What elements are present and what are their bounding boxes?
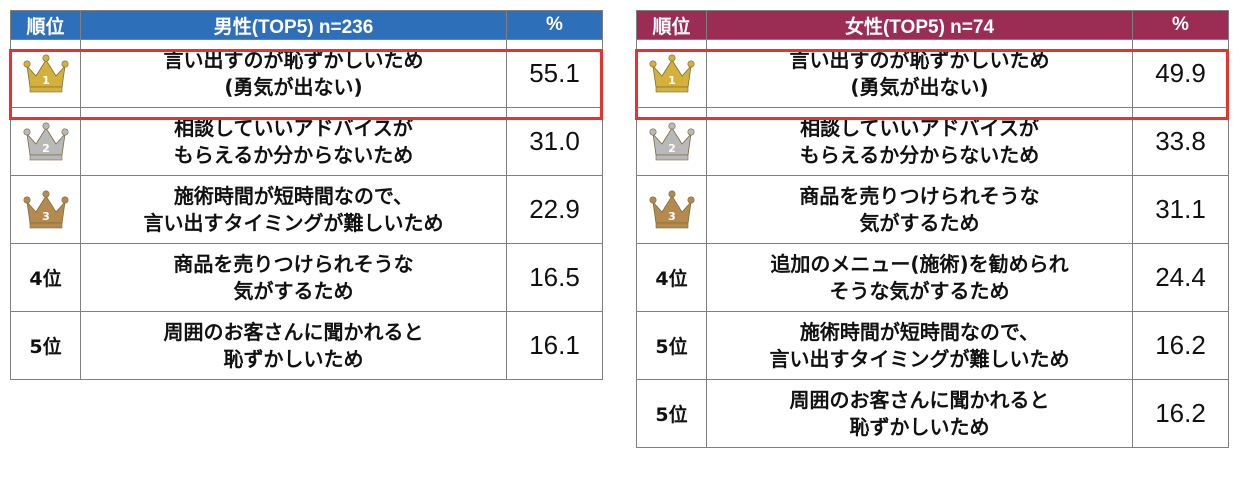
reason-line: 施術時間が短時間なので、 [173,183,414,208]
reason-line: 恥ずかしいため [223,346,364,371]
reason-line: そうな気がするため [829,278,1010,303]
table-row: 5位 周囲のお客さんに聞かれると 恥ずかしいため 16.1 [10,311,603,380]
percent-value: 33.8 [1132,107,1229,176]
reason-cell: 商品を売りつけられそうな 気がするため [80,243,507,312]
women-ranking-table: 順位 女性(TOP5) n=74 % 1 言い出すのが恥ずかしいため (勇気が出ない… [636,10,1229,448]
reason-line: 周囲のお客さんに聞かれると [789,387,1050,412]
reason-line: 言い出すタイミングが難しいため [769,346,1070,371]
reason-cell: 言い出すのが恥ずかしいため (勇気が出ない) [80,39,507,108]
svg-text:2: 2 [668,142,676,155]
women-table-body: 1 言い出すのが恥ずかしいため (勇気が出ない) 49.9 2 相談していいアドバイスがも… [636,39,1229,448]
silver-crown-icon: 2 [11,121,80,162]
reason-line: 周囲のお客さんに聞かれると [163,319,424,344]
reason-cell: 商品を売りつけられそうな 気がするため [706,175,1133,244]
rank-cell: 1 [10,39,81,108]
rank-cell: 4位 [636,243,707,312]
rank-cell: 2 [636,107,707,176]
rank-cell: 3 [10,175,81,244]
rank-cell: 4位 [10,243,81,312]
rank-label: 5位 [655,404,688,426]
bronze-crown-icon: 3 [11,189,80,230]
reason-line: 施術時間が短時間なので、 [799,319,1040,344]
men-table-body: 1 言い出すのが恥ずかしいため (勇気が出ない) 55.1 2 相談していいアドバイスがも… [10,39,603,380]
reason-cell: 施術時間が短時間なので、 言い出すタイミングが難しいため [80,175,507,244]
rank-label: 4位 [29,268,62,290]
rank-label: 5位 [29,336,62,358]
men-header-row: 順位 男性(TOP5) n=236 % [10,10,603,40]
reason-cell: 施術時間が短時間なので、 言い出すタイミングが難しいため [706,311,1133,380]
svg-text:3: 3 [668,210,676,223]
table-row: 1 言い出すのが恥ずかしいため (勇気が出ない) 49.9 [636,39,1229,108]
reason-line: 言い出すタイミングが難しいため [143,210,444,235]
reason-line: 言い出すのが恥ずかしいため [163,47,424,72]
table-row: 5位 周囲のお客さんに聞かれると 恥ずかしいため 16.2 [636,379,1229,448]
percent-value: 16.2 [1132,379,1229,448]
rank-label: 4位 [655,268,688,290]
reason-cell: 相談していいアドバイスが もらえるか分からないため [706,107,1133,176]
reason-line: もらえるか分からないため [173,142,414,167]
reason-line: 気がするため [233,278,354,303]
reason-line: 商品を売りつけられそうな [799,183,1040,208]
svg-text:2: 2 [42,142,50,155]
percent-value: 24.4 [1132,243,1229,312]
table-row: 3 商品を売りつけられそうな 気がするため 31.1 [636,175,1229,244]
percent-header: % [1132,10,1229,40]
women-header-row: 順位 女性(TOP5) n=74 % [636,10,1229,40]
rank-cell: 5位 [636,311,707,380]
reason-line: (勇気が出ない) [850,74,989,99]
reason-line: 恥ずかしいため [849,414,990,439]
table-row: 4位 商品を売りつけられそうな 気がするため 16.5 [10,243,603,312]
percent-value: 31.0 [506,107,603,176]
svg-text:1: 1 [668,74,676,87]
rank-header: 順位 [636,10,707,40]
percent-header: % [506,10,603,40]
rank-cell: 5位 [10,311,81,380]
bronze-crown-icon: 3 [637,189,706,230]
silver-crown-icon: 2 [637,121,706,162]
reason-cell: 言い出すのが恥ずかしいため (勇気が出ない) [706,39,1133,108]
reason-line: 相談していいアドバイスが [800,115,1039,140]
table-row: 2 相談していいアドバイスが もらえるか分からないため 31.0 [10,107,603,176]
rank-header: 順位 [10,10,81,40]
table-row: 4位 追加のメニュー(施術)を勧められ そうな気がするため 24.4 [636,243,1229,312]
men-title-header: 男性(TOP5) n=236 [80,10,507,40]
table-row: 2 相談していいアドバイスが もらえるか分からないため 33.8 [636,107,1229,176]
reason-cell: 周囲のお客さんに聞かれると 恥ずかしいため [80,311,507,380]
percent-value: 16.5 [506,243,603,312]
gold-crown-icon: 1 [637,53,706,94]
svg-text:1: 1 [42,74,50,87]
reason-line: 言い出すのが恥ずかしいため [789,47,1050,72]
reason-line: 商品を売りつけられそうな [173,251,414,276]
reason-line: 気がするため [859,210,980,235]
table-row: 5位 施術時間が短時間なので、 言い出すタイミングが難しいため 16.2 [636,311,1229,380]
reason-cell: 追加のメニュー(施術)を勧められ そうな気がするため [706,243,1133,312]
reason-line: 相談していいアドバイスが [174,115,413,140]
rank-cell: 1 [636,39,707,108]
reason-line: もらえるか分からないため [799,142,1040,167]
table-row: 3 施術時間が短時間なので、 言い出すタイミングが難しいため 22.9 [10,175,603,244]
percent-value: 16.2 [1132,311,1229,380]
svg-text:3: 3 [42,210,50,223]
rank-cell: 2 [10,107,81,176]
men-ranking-table: 順位 男性(TOP5) n=236 % 1 言い出すのが恥ずかしいため (勇気が出な… [10,10,603,380]
rank-cell: 5位 [636,379,707,448]
women-title-header: 女性(TOP5) n=74 [706,10,1133,40]
percent-value: 22.9 [506,175,603,244]
reason-line: (勇気が出ない) [224,74,363,99]
rank-label: 5位 [655,336,688,358]
reason-cell: 周囲のお客さんに聞かれると 恥ずかしいため [706,379,1133,448]
gold-crown-icon: 1 [11,53,80,94]
percent-value: 55.1 [506,39,603,108]
percent-value: 31.1 [1132,175,1229,244]
reason-line: 追加のメニュー(施術)を勧められ [770,251,1069,276]
percent-value: 49.9 [1132,39,1229,108]
percent-value: 16.1 [506,311,603,380]
rank-cell: 3 [636,175,707,244]
reason-cell: 相談していいアドバイスが もらえるか分からないため [80,107,507,176]
table-row: 1 言い出すのが恥ずかしいため (勇気が出ない) 55.1 [10,39,603,108]
